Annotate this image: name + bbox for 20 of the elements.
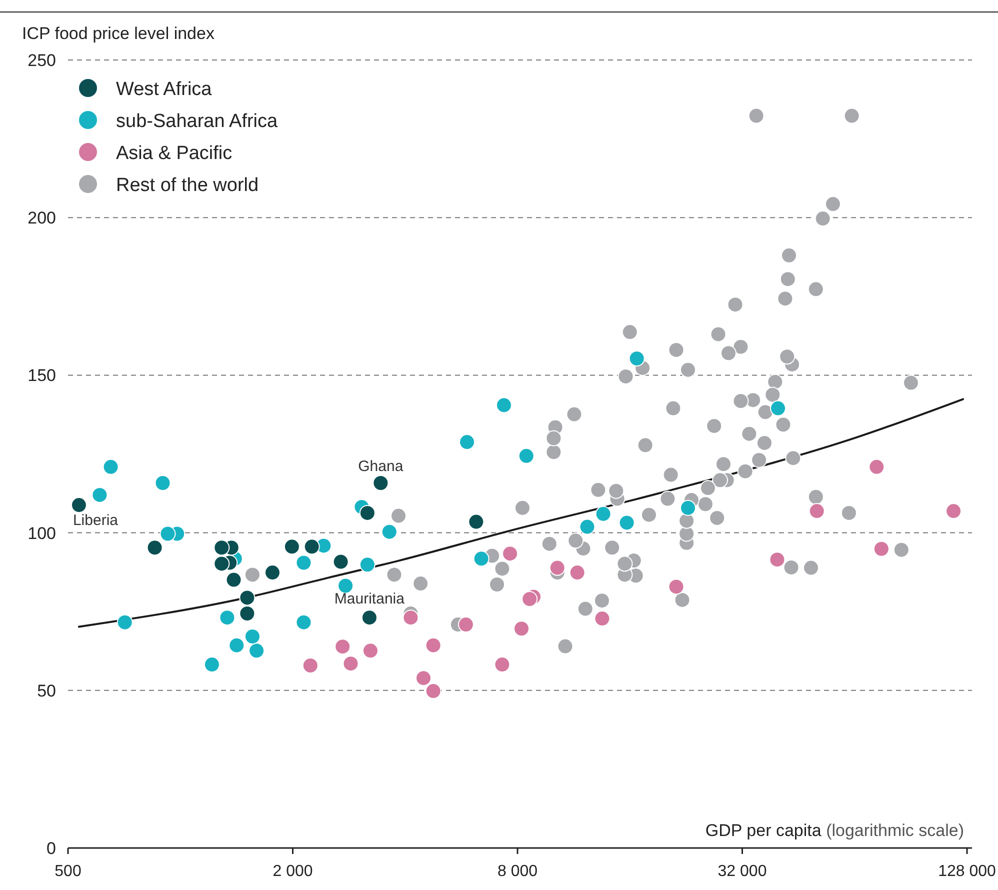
annotation: Ghana: [358, 458, 404, 475]
y-tick-label: 50: [37, 681, 56, 700]
y-tick-label: 0: [46, 839, 56, 858]
x-tick-label: 2 000: [272, 863, 313, 880]
legend-label: West Africa: [116, 79, 212, 100]
legend-label: sub-Saharan Africa: [116, 111, 278, 132]
x-axis-title: GDP per capita (logarithmic scale): [705, 821, 964, 840]
y-tick-label: 100: [28, 524, 56, 543]
y-tick-label: 250: [28, 51, 56, 70]
y-tick-label: 150: [28, 366, 56, 386]
legend-label: Rest of the world: [116, 175, 259, 196]
x-tick-label: 32 000: [718, 863, 767, 880]
y-axis-title: ICP food price level index: [22, 24, 215, 43]
y-tick-label: 200: [28, 208, 56, 228]
x-tick-label: 500: [54, 863, 82, 880]
annotation: Mauritania: [334, 590, 406, 608]
annotation: Liberia: [72, 512, 119, 530]
x-tick-label: 128 000: [938, 863, 996, 880]
legend-label: Asia & Pacific: [116, 143, 232, 164]
x-tick-label: 8 000: [497, 863, 538, 880]
